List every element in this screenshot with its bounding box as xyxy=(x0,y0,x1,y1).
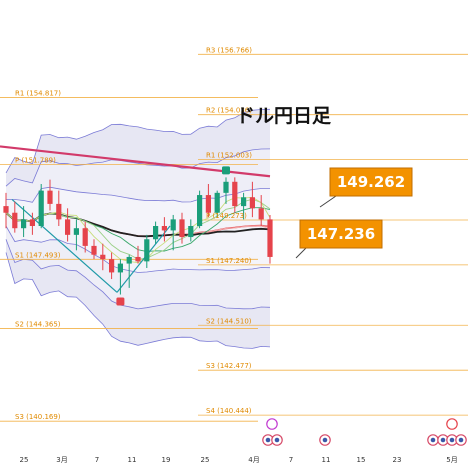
pivot-right-label-7: S4 (140.444) xyxy=(206,407,252,415)
candle-body xyxy=(73,228,79,235)
candle-body xyxy=(214,192,220,213)
x-tick-label-8: 11 xyxy=(322,456,331,464)
candle-body xyxy=(56,203,62,220)
candle-body xyxy=(3,206,9,213)
candle-body xyxy=(267,219,273,257)
candle-body xyxy=(258,208,264,220)
candle-body xyxy=(38,190,44,226)
band-lower-2 xyxy=(5,239,271,310)
callout-label-1: 147.236 xyxy=(307,225,375,243)
pivot-right-label-0: R3 (156.766) xyxy=(206,46,252,54)
candle-body xyxy=(188,226,194,238)
x-tick-label-5: 25 xyxy=(201,456,210,464)
band-fill-1 xyxy=(6,187,270,273)
pivot-right-label-4: S1 (147.240) xyxy=(206,257,252,265)
candle-body xyxy=(197,195,203,226)
x-tick-label-9: 15 xyxy=(357,456,366,464)
event-marker-dot xyxy=(265,437,271,443)
x-tick-label-1: 3月 xyxy=(56,456,67,464)
x-tick-label-7: 7 xyxy=(289,456,293,464)
candle-body xyxy=(135,256,141,262)
candle-body xyxy=(109,259,115,273)
pivot-right-label-2: R1 (152.003) xyxy=(206,152,252,160)
callout-box-0 xyxy=(329,167,413,197)
candle-body xyxy=(117,263,123,273)
channel-line-upper xyxy=(11,199,118,293)
band-lower-3 xyxy=(5,252,271,349)
pivot-left-label-0: R1 (154.817) xyxy=(15,89,61,97)
x-tick-label-11: 5月 xyxy=(446,456,457,464)
candle-body xyxy=(223,181,229,193)
event-marker-dot xyxy=(322,437,328,443)
pivot-left-label-3: S2 (144.365) xyxy=(15,320,61,328)
x-tick-label-0: 25 xyxy=(20,456,29,464)
pivot-right-label-1: R2 (154.036) xyxy=(206,107,252,115)
callout-box-1 xyxy=(299,219,383,249)
price-callouts: 149.262 147.236 xyxy=(295,167,413,259)
pivot-right-label-5: S2 (144.510) xyxy=(206,317,252,325)
candle-body xyxy=(232,181,238,207)
band-upper-3 xyxy=(5,108,271,174)
event-marker-dot xyxy=(458,437,464,443)
chart-title: ドル円日足 xyxy=(236,105,332,127)
pivot-right-label-3: P (149.273) xyxy=(206,212,247,220)
candle-body xyxy=(249,197,255,209)
candles xyxy=(3,166,273,306)
event-marker-top-right xyxy=(446,418,458,430)
candle-body xyxy=(91,245,97,255)
candle-body xyxy=(205,195,211,213)
candle-body xyxy=(47,190,53,204)
high-marker xyxy=(222,166,230,175)
candle-body xyxy=(241,197,247,207)
channel-line-lower xyxy=(116,225,171,293)
event-marker-dot xyxy=(440,437,446,443)
band-upper-2 xyxy=(5,148,271,187)
event-marker-dot xyxy=(274,437,280,443)
low-marker xyxy=(116,297,125,306)
event-marker-dot xyxy=(430,437,436,443)
x-tick-label-6: 4月 xyxy=(248,456,259,464)
candle-body xyxy=(12,212,18,229)
candle-body xyxy=(82,228,88,246)
x-tick-label-10: 23 xyxy=(393,456,402,464)
candle-body xyxy=(170,219,176,231)
event-marker-top-left xyxy=(266,418,278,430)
band-lower-1 xyxy=(5,225,271,273)
x-tick-label-3: 11 xyxy=(128,456,137,464)
candle-body xyxy=(29,219,35,226)
x-tick-label-2: 7 xyxy=(95,456,99,464)
candle-body xyxy=(65,219,71,235)
pivot-lines xyxy=(0,53,468,422)
event-marker-dot xyxy=(449,437,455,443)
pivot-labels: R1 (154.817) P (151.789) S1 (147.493) S2 (1… xyxy=(15,46,252,421)
x-tick-label-4: 19 xyxy=(162,456,171,464)
candle-body xyxy=(153,226,159,240)
candle-body xyxy=(161,226,167,231)
candle-body xyxy=(21,219,27,229)
callout-pointer-1 xyxy=(295,247,307,259)
x-axis: 25 3月 7 11 19 25 4月 7 11 15 23 5月 xyxy=(20,456,458,464)
pivot-left-label-1: P (151.789) xyxy=(15,156,56,164)
callout-pointer-0 xyxy=(319,195,337,208)
pivot-right-label-6: S3 (142.477) xyxy=(206,362,252,370)
callout-label-0: 149.262 xyxy=(337,173,405,191)
candle-body xyxy=(179,219,185,238)
event-markers xyxy=(262,418,467,446)
pivot-left-label-4: S3 (140.169) xyxy=(15,413,61,421)
candle-body xyxy=(144,239,150,262)
pivot-left-label-2: S1 (147.493) xyxy=(15,251,61,259)
candle-body xyxy=(100,254,106,260)
candle-body xyxy=(126,256,132,264)
